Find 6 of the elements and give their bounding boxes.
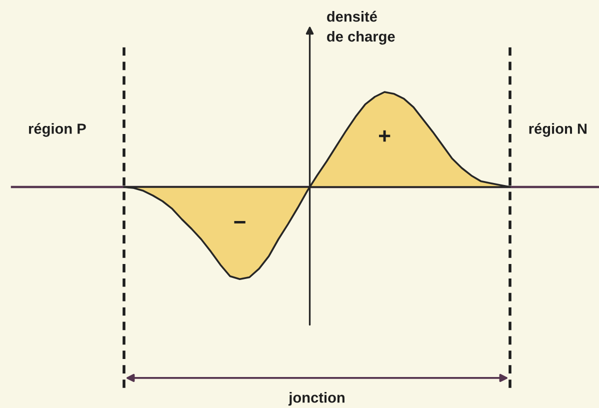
annotation: + bbox=[378, 130, 390, 142]
text: région P bbox=[28, 123, 86, 137]
annotation: − bbox=[234, 221, 246, 224]
y-axis-title: densité de charge bbox=[327, 10, 395, 45]
text: jonction bbox=[288, 392, 344, 406]
text: région N bbox=[529, 123, 586, 137]
